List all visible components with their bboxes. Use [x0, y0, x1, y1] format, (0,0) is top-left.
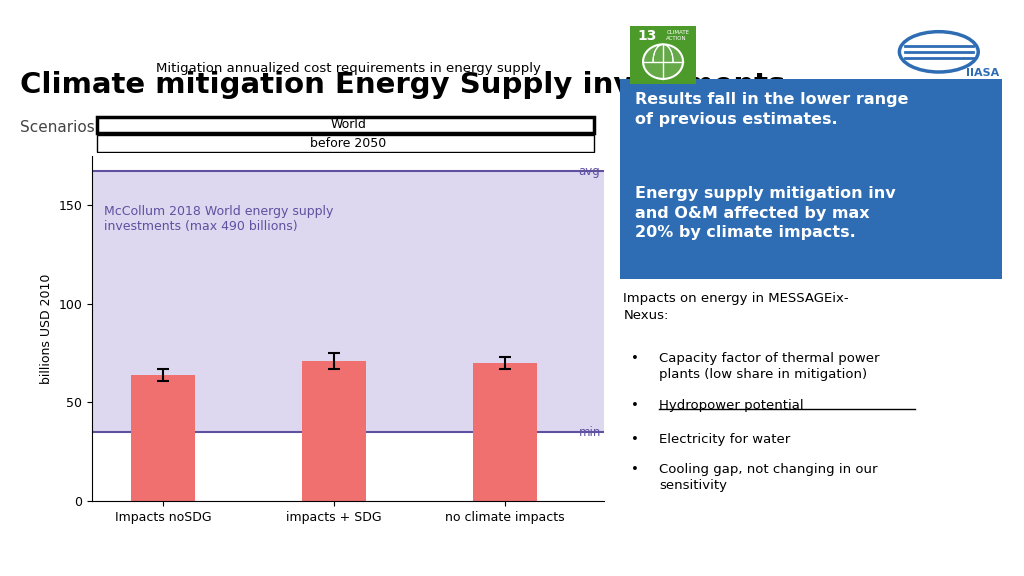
Y-axis label: billions USD 2010: billions USD 2010: [40, 273, 53, 384]
Text: Results fall in the lower range
of previous estimates.: Results fall in the lower range of previ…: [635, 92, 908, 127]
Text: World: World: [330, 119, 367, 131]
Text: •: •: [632, 352, 639, 365]
Text: •: •: [632, 463, 639, 476]
FancyBboxPatch shape: [97, 135, 594, 151]
Text: McCollum 2018 World energy supply
investments (max 490 billions): McCollum 2018 World energy supply invest…: [103, 205, 333, 233]
Text: Impacts on energy in MESSAGEix-
Nexus:: Impacts on energy in MESSAGEix- Nexus:: [624, 292, 849, 322]
Text: Climate mitigation Energy Supply investments: Climate mitigation Energy Supply investm…: [20, 71, 785, 98]
Polygon shape: [643, 44, 683, 79]
Text: Cooling gap, not changing in our
sensitivity: Cooling gap, not changing in our sensiti…: [659, 463, 878, 492]
Bar: [302, 361, 366, 501]
Bar: [92, 171, 604, 432]
Text: •: •: [632, 433, 639, 446]
FancyBboxPatch shape: [97, 117, 594, 133]
Text: Hydropower potential: Hydropower potential: [659, 399, 804, 412]
Bar: [473, 363, 537, 501]
FancyBboxPatch shape: [630, 26, 696, 84]
Text: avg: avg: [579, 165, 600, 178]
Text: before 2050: before 2050: [310, 137, 386, 150]
Text: Electricity for water: Electricity for water: [659, 433, 791, 446]
Text: Energy supply mitigation inv
and O&M affected by max
20% by climate impacts.: Energy supply mitigation inv and O&M aff…: [635, 185, 896, 240]
Text: IIASA: IIASA: [966, 68, 999, 78]
Bar: [131, 375, 196, 501]
Text: CLIMATE
ACTION: CLIMATE ACTION: [667, 30, 689, 41]
FancyBboxPatch shape: [620, 79, 1001, 279]
Text: •: •: [632, 399, 639, 412]
Title: Mitigation annualized cost requirements in energy supply: Mitigation annualized cost requirements …: [156, 62, 541, 75]
Text: min: min: [579, 426, 601, 438]
Text: 13: 13: [638, 29, 657, 43]
Text: Capacity factor of thermal power
plants (low share in mitigation): Capacity factor of thermal power plants …: [659, 352, 880, 381]
Text: Scenarios to limit temp. increase to 2DC: Scenarios to limit temp. increase to 2DC: [20, 120, 331, 135]
